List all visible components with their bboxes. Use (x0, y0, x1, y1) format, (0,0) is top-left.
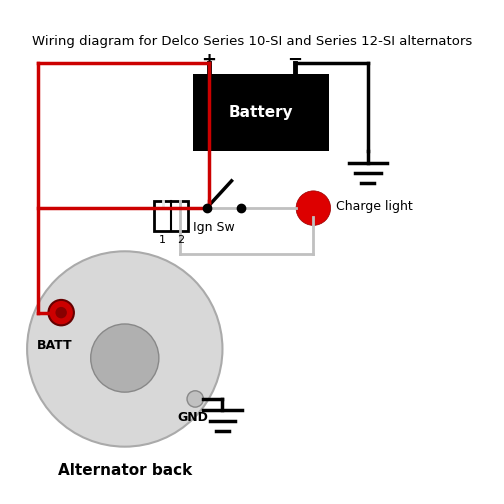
Bar (154, 201, 188, 231)
Circle shape (48, 300, 74, 326)
Circle shape (27, 251, 222, 447)
Text: Alternator back: Alternator back (57, 463, 192, 478)
Text: −: − (288, 50, 303, 69)
Text: Battery: Battery (229, 105, 293, 120)
Text: Ign Sw: Ign Sw (193, 221, 234, 234)
Text: +: + (201, 50, 216, 69)
Text: BATT: BATT (37, 339, 72, 351)
Text: Charge light: Charge light (336, 200, 413, 213)
Text: 2: 2 (177, 235, 184, 245)
Text: Wiring diagram for Delco Series 10-SI and Series 12-SI alternators: Wiring diagram for Delco Series 10-SI an… (32, 35, 472, 48)
Circle shape (187, 391, 204, 407)
Circle shape (55, 307, 67, 319)
Circle shape (91, 324, 159, 392)
Circle shape (296, 191, 331, 225)
Bar (193, 74, 329, 151)
Text: 1: 1 (159, 235, 165, 245)
Text: GND: GND (177, 411, 208, 424)
